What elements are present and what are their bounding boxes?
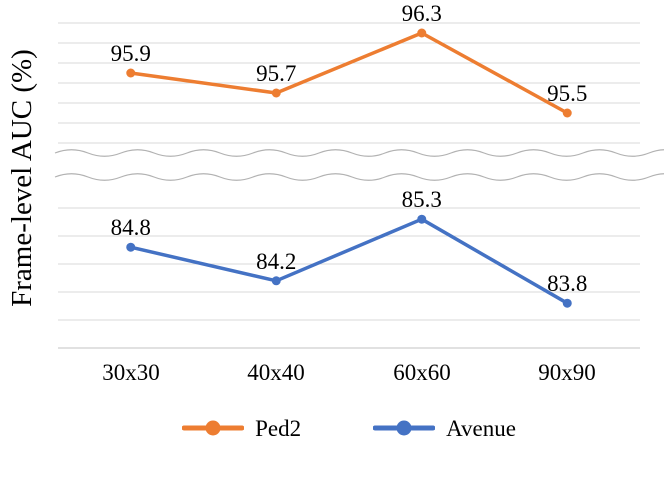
legend-swatch-line-dot: [373, 420, 436, 436]
legend-swatch-line-dot: [182, 420, 245, 436]
x-tick-label: 90x90: [538, 360, 596, 385]
legend-label: Avenue: [446, 415, 516, 441]
legend-marker-dot: [396, 420, 412, 436]
data-label-avenue: 83.8: [547, 271, 587, 296]
data-point-ped2: [271, 88, 281, 98]
legend-marker-dot: [205, 420, 221, 436]
series-line-ped2: [129, 31, 569, 115]
data-label-avenue: 85.3: [402, 187, 442, 212]
data-label-ped2: 95.7: [256, 61, 296, 86]
data-label-ped2: 95.9: [111, 41, 151, 66]
data-point-ped2: [417, 28, 427, 38]
axis-break-wave: [54, 173, 664, 181]
data-point-ped2: [126, 68, 136, 78]
data-point-avenue: [417, 214, 427, 224]
series-line-avenue: [129, 217, 569, 305]
data-point-avenue: [271, 276, 281, 286]
legend-item-ped2: Ped2: [182, 417, 301, 440]
data-label-ped2: 95.5: [547, 81, 587, 106]
legend-item-avenue: Avenue: [373, 417, 516, 440]
legend-label: Ped2: [255, 415, 302, 441]
x-tick-label: 40x40: [247, 360, 305, 385]
x-tick-label: 30x30: [102, 360, 160, 385]
data-point-avenue: [562, 298, 572, 308]
data-point-ped2: [562, 108, 572, 118]
data-point-avenue: [126, 242, 136, 252]
axis-break-wave: [54, 149, 664, 157]
data-label-avenue: 84.2: [256, 249, 296, 274]
data-label-ped2: 96.3: [402, 1, 442, 26]
data-label-avenue: 84.8: [111, 215, 151, 240]
legend: Ped2 Avenue: [58, 412, 640, 444]
x-tick-label: 60x60: [393, 360, 451, 385]
